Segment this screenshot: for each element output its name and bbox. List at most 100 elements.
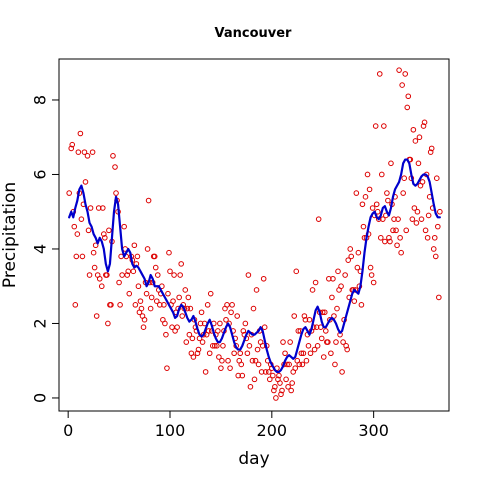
data-point: [376, 71, 383, 77]
x-tick-label: 0: [63, 421, 73, 440]
chart-title: Vancouver: [215, 26, 293, 41]
data-point: [217, 320, 223, 327]
data-point: [425, 212, 432, 219]
smooth-line-layer: [68, 158, 441, 373]
data-point: [427, 149, 434, 155]
data-point: [198, 309, 205, 316]
data-point: [402, 71, 409, 77]
data-point: [404, 104, 411, 111]
data-point: [250, 305, 257, 312]
data-point: [205, 328, 212, 334]
data-point: [231, 350, 237, 357]
data-point: [265, 369, 272, 375]
data-point: [135, 283, 142, 290]
data-point: [229, 302, 235, 308]
data-point: [321, 309, 328, 316]
data-point: [147, 305, 154, 312]
data-point: [302, 316, 309, 323]
data-point: [117, 302, 123, 308]
data-point: [348, 253, 355, 260]
data-point: [409, 216, 416, 222]
data-point: [364, 171, 371, 178]
data-point: [343, 343, 349, 349]
data-point: [216, 354, 222, 360]
data-point: [99, 205, 106, 211]
data-point: [258, 369, 265, 375]
data-point: [339, 369, 345, 375]
data-point: [187, 305, 194, 312]
data-point: [152, 264, 159, 271]
data-point: [182, 287, 189, 293]
data-point: [338, 283, 344, 290]
data-point: [322, 328, 329, 334]
data-point: [340, 339, 346, 345]
data-point: [249, 357, 256, 364]
data-point: [405, 93, 412, 100]
data-point: [235, 372, 242, 379]
data-point: [283, 376, 289, 383]
data-point: [219, 357, 225, 364]
data-point: [239, 372, 246, 379]
data-point: [116, 279, 122, 286]
data-point: [353, 190, 360, 196]
data-point: [204, 302, 211, 308]
data-point: [420, 123, 427, 129]
data-point: [121, 223, 127, 230]
data-point: [299, 361, 306, 368]
data-point: [218, 365, 224, 371]
data-point: [185, 294, 192, 301]
data-point: [354, 264, 361, 271]
data-point: [246, 343, 253, 349]
data-point: [69, 141, 76, 148]
data-point: [195, 346, 202, 353]
data-point: [325, 339, 331, 345]
data-point: [431, 234, 438, 241]
data-point: [273, 395, 279, 401]
data-point: [306, 316, 313, 323]
data-point: [301, 313, 308, 319]
data-point: [326, 275, 332, 282]
data-point: [296, 361, 303, 368]
y-tick-label: 0: [31, 393, 50, 403]
data-point: [238, 361, 245, 368]
data-point: [262, 369, 269, 375]
data-point: [237, 350, 244, 357]
data-point: [189, 335, 196, 342]
data-point: [130, 268, 137, 275]
data-point: [421, 119, 428, 126]
data-point: [183, 339, 190, 345]
data-point: [89, 149, 96, 155]
data-point: [388, 160, 394, 167]
data-point: [96, 275, 103, 282]
data-point: [91, 264, 98, 271]
x-tick-label: 200: [257, 421, 288, 440]
data-point: [78, 216, 85, 222]
data-point: [255, 361, 262, 368]
data-point: [419, 179, 426, 185]
data-point: [401, 175, 408, 181]
data-point: [74, 231, 81, 237]
data-point: [68, 145, 75, 152]
data-point: [162, 320, 168, 327]
data-point: [314, 343, 321, 349]
data-point: [171, 272, 177, 278]
data-point: [413, 220, 420, 226]
data-point: [132, 302, 139, 308]
data-point: [428, 145, 435, 152]
data-point: [93, 313, 100, 319]
data-point: [332, 361, 338, 368]
data-point: [170, 298, 176, 304]
data-point: [416, 134, 423, 141]
data-point: [179, 313, 186, 319]
data-point: [436, 294, 442, 301]
data-point: [77, 130, 84, 137]
data-point: [82, 179, 89, 185]
data-point: [84, 153, 91, 159]
y-tick-label: 8: [31, 95, 50, 105]
data-point: [385, 197, 391, 204]
data-point: [320, 354, 327, 360]
data-point: [165, 290, 171, 297]
data-point: [397, 234, 403, 241]
data-point: [134, 253, 141, 260]
data-point: [206, 350, 213, 357]
